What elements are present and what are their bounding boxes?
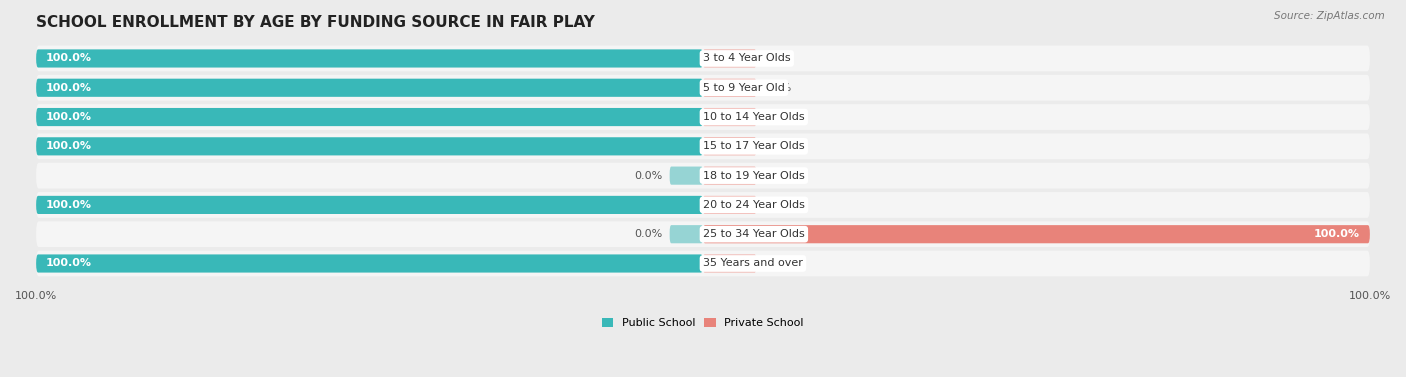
FancyBboxPatch shape bbox=[703, 79, 756, 97]
FancyBboxPatch shape bbox=[37, 46, 1369, 71]
Text: 100.0%: 100.0% bbox=[1313, 229, 1360, 239]
FancyBboxPatch shape bbox=[703, 196, 756, 214]
FancyBboxPatch shape bbox=[703, 49, 756, 67]
Text: 15 to 17 Year Olds: 15 to 17 Year Olds bbox=[703, 141, 804, 151]
Text: 0.0%: 0.0% bbox=[763, 171, 792, 181]
FancyBboxPatch shape bbox=[703, 108, 756, 126]
FancyBboxPatch shape bbox=[37, 196, 703, 214]
FancyBboxPatch shape bbox=[37, 133, 1369, 159]
Text: 3 to 4 Year Olds: 3 to 4 Year Olds bbox=[703, 54, 790, 63]
Text: SCHOOL ENROLLMENT BY AGE BY FUNDING SOURCE IN FAIR PLAY: SCHOOL ENROLLMENT BY AGE BY FUNDING SOUR… bbox=[37, 15, 595, 30]
Text: 0.0%: 0.0% bbox=[763, 54, 792, 63]
FancyBboxPatch shape bbox=[703, 137, 756, 155]
Text: 100.0%: 100.0% bbox=[46, 141, 93, 151]
Text: 0.0%: 0.0% bbox=[634, 229, 664, 239]
Text: 100.0%: 100.0% bbox=[46, 83, 93, 93]
FancyBboxPatch shape bbox=[37, 104, 1369, 130]
Text: 35 Years and over: 35 Years and over bbox=[703, 259, 803, 268]
Text: 0.0%: 0.0% bbox=[763, 83, 792, 93]
Text: 0.0%: 0.0% bbox=[763, 200, 792, 210]
Text: 5 to 9 Year Old: 5 to 9 Year Old bbox=[703, 83, 785, 93]
Text: 100.0%: 100.0% bbox=[46, 54, 93, 63]
FancyBboxPatch shape bbox=[703, 167, 756, 185]
FancyBboxPatch shape bbox=[37, 221, 1369, 247]
Text: 0.0%: 0.0% bbox=[634, 171, 664, 181]
FancyBboxPatch shape bbox=[37, 75, 1369, 101]
Legend: Public School, Private School: Public School, Private School bbox=[602, 318, 804, 328]
FancyBboxPatch shape bbox=[669, 225, 703, 243]
Text: 10 to 14 Year Olds: 10 to 14 Year Olds bbox=[703, 112, 804, 122]
FancyBboxPatch shape bbox=[37, 108, 703, 126]
FancyBboxPatch shape bbox=[37, 79, 703, 97]
FancyBboxPatch shape bbox=[37, 251, 1369, 276]
Text: 25 to 34 Year Olds: 25 to 34 Year Olds bbox=[703, 229, 804, 239]
FancyBboxPatch shape bbox=[37, 163, 1369, 188]
FancyBboxPatch shape bbox=[37, 137, 703, 155]
FancyBboxPatch shape bbox=[37, 254, 703, 273]
FancyBboxPatch shape bbox=[669, 167, 703, 185]
Text: 20 to 24 Year Olds: 20 to 24 Year Olds bbox=[703, 200, 804, 210]
FancyBboxPatch shape bbox=[703, 254, 756, 273]
FancyBboxPatch shape bbox=[703, 225, 1369, 243]
Text: 100.0%: 100.0% bbox=[46, 259, 93, 268]
Text: Source: ZipAtlas.com: Source: ZipAtlas.com bbox=[1274, 11, 1385, 21]
Text: 100.0%: 100.0% bbox=[46, 112, 93, 122]
Text: 0.0%: 0.0% bbox=[763, 141, 792, 151]
FancyBboxPatch shape bbox=[37, 49, 703, 67]
Text: 0.0%: 0.0% bbox=[763, 112, 792, 122]
Text: 18 to 19 Year Olds: 18 to 19 Year Olds bbox=[703, 171, 804, 181]
FancyBboxPatch shape bbox=[37, 192, 1369, 218]
Text: 100.0%: 100.0% bbox=[46, 200, 93, 210]
Text: 0.0%: 0.0% bbox=[763, 259, 792, 268]
